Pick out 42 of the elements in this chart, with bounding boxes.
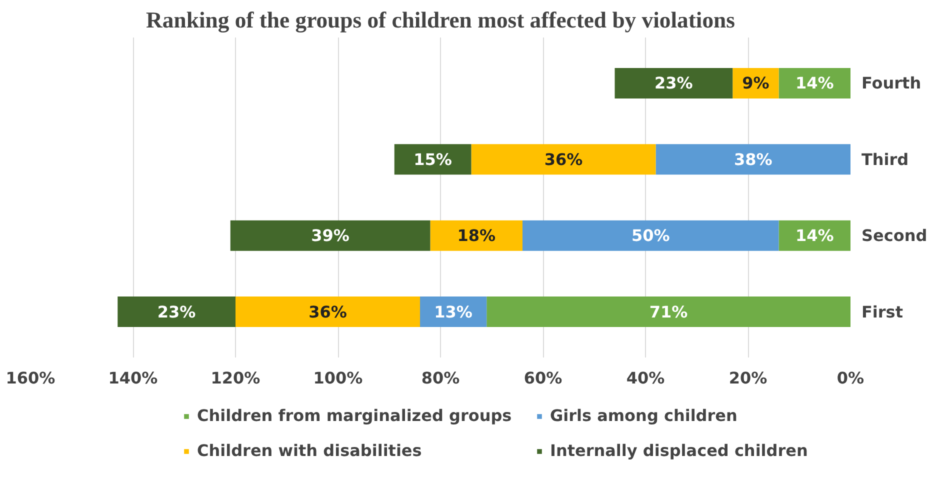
x-tick-label: 120%: [210, 368, 260, 388]
y-tick-label: Fourth: [862, 74, 922, 93]
bar: [430, 220, 522, 251]
x-tick-label: 60%: [524, 368, 562, 388]
legend-label: Girls among children: [550, 406, 738, 425]
bar: [394, 144, 472, 175]
data-label: 9%: [742, 74, 770, 93]
y-tick-label: Third: [862, 150, 909, 169]
data-label: 14%: [795, 74, 834, 93]
data-label: 14%: [795, 226, 834, 246]
bar: [656, 144, 850, 175]
bar: [236, 296, 420, 328]
data-label: 38%: [734, 150, 772, 169]
y-tick-label: First: [862, 302, 904, 322]
chart-title: Ranking of the groups of children most affected by violations: [146, 8, 736, 32]
bar: [486, 296, 850, 328]
y-tick-label: Second: [862, 226, 928, 246]
x-tick-label: 160%: [6, 368, 56, 388]
x-tick-label: 100%: [313, 368, 363, 388]
data-label: 13%: [434, 302, 472, 322]
legend-label: Children with disabilities: [197, 441, 423, 460]
data-label: 23%: [157, 302, 196, 322]
data-label: 18%: [457, 226, 496, 246]
data-label: 50%: [631, 226, 670, 246]
data-label: 23%: [654, 74, 693, 93]
data-label: 71%: [649, 302, 688, 322]
x-tick-label: 20%: [728, 368, 768, 388]
x-tick-label: 0%: [836, 368, 864, 388]
data-label: 15%: [414, 150, 452, 169]
bar: [230, 220, 430, 251]
bar: [522, 220, 779, 251]
x-tick-label: 140%: [108, 368, 158, 388]
bar: [118, 296, 236, 328]
data-label: 36%: [308, 302, 347, 322]
x-tick-label: 80%: [421, 368, 460, 388]
data-label: 36%: [544, 150, 583, 169]
legend-label: Children from marginalized groups: [197, 406, 513, 425]
data-label: 39%: [311, 226, 350, 246]
legend-label: Internally displaced children: [550, 441, 809, 460]
x-tick-label: 40%: [626, 368, 665, 388]
bar: [471, 144, 656, 175]
bar: [614, 68, 733, 98]
